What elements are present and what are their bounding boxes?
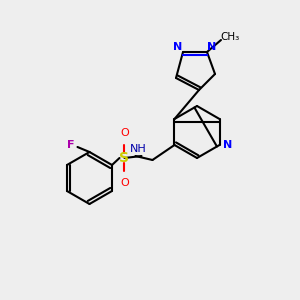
- Text: NH: NH: [130, 144, 147, 154]
- Text: N: N: [173, 42, 183, 52]
- Text: O: O: [120, 178, 129, 188]
- Text: CH₃: CH₃: [220, 32, 240, 42]
- Text: N: N: [207, 42, 217, 52]
- Text: O: O: [120, 128, 129, 138]
- Text: F: F: [67, 140, 74, 150]
- Text: N: N: [223, 140, 232, 150]
- Text: S: S: [119, 151, 130, 165]
